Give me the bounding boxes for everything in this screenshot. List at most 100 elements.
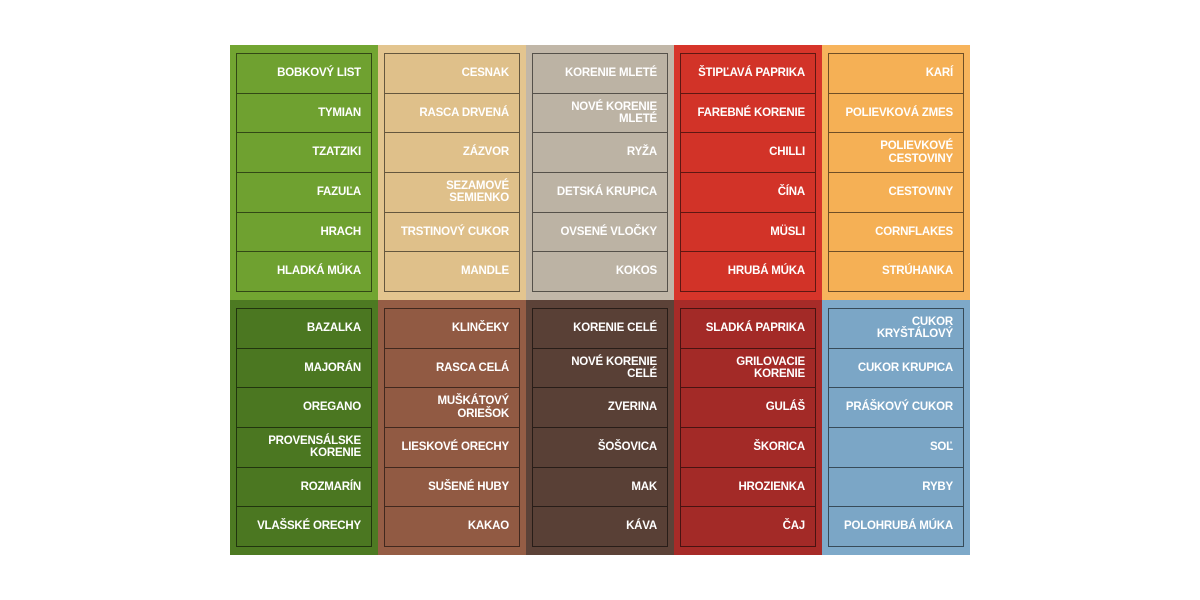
spice-label: HRACH: [236, 211, 372, 252]
spice-label-sheet: BOBKOVÝ LIST TYMIAN TZATZIKI FAZUĽA HRACH HLA…: [230, 45, 970, 555]
spice-label-text: BOBKOVÝ LIST: [277, 67, 361, 80]
spice-label-text: NOVÉ KORENIE MLETÉ: [571, 100, 657, 126]
spice-label: OREGANO: [236, 387, 372, 428]
spice-label-text: ZVERINA: [607, 401, 657, 414]
spice-label: KAKAO: [384, 506, 520, 548]
spice-label: KOKOS: [532, 251, 668, 293]
spice-label-text: ŠKORICA: [753, 441, 805, 454]
spice-label-text: OVSENÉ VLOČKY: [560, 225, 658, 238]
spice-label: POLIEVKOVÉ CESTOVINY: [828, 132, 964, 173]
spice-label-text: CESTOVINY: [888, 186, 954, 199]
spice-label-text: SEZAMOVÉ SEMIENKO: [446, 179, 509, 205]
spice-label: BOBKOVÝ LIST: [236, 53, 372, 93]
spice-label: MANDLE: [384, 251, 520, 293]
spice-label: RASCA CELÁ: [384, 347, 520, 388]
spice-label: HLADKÁ MÚKA: [236, 251, 372, 293]
spice-label-text: KOKOS: [615, 265, 657, 278]
color-block: ŠTIPĽAVÁ PAPRIKA FAREBNÉ KORENIE CHILLI ČÍN…: [674, 45, 822, 300]
spice-label-text: ČÍNA: [777, 186, 806, 199]
spice-label: NOVÉ KORENIE MLETÉ: [532, 92, 668, 133]
color-block: KLINČEKY RASCA CELÁ MUŠKÁTOVÝ ORIEŠOK LIESK…: [378, 300, 526, 555]
spice-label-text: KORENIE MLETÉ: [565, 67, 657, 80]
spice-label: CHILLI: [680, 132, 816, 173]
spice-label: SOĽ: [828, 427, 964, 467]
spice-label-text: KLINČEKY: [451, 322, 509, 335]
spice-label-text: PRÁŠKOVÝ CUKOR: [845, 401, 953, 414]
color-block: KORENIE CELÉ NOVÉ KORENIE CELÉ ZVERINA ŠOŠO…: [526, 300, 674, 555]
spice-label-text: HRACH: [320, 225, 361, 238]
spice-label: RYŽA: [532, 132, 668, 173]
color-block: CESNAK RASCA DRVENÁ ZÁZVOR SEZAMOVÉ SEMIENK…: [378, 45, 526, 300]
spice-label: SUŠENÉ HUBY: [384, 466, 520, 507]
spice-label: POLOHRUBÁ MÚKA: [828, 506, 964, 548]
spice-label-text: MAK: [631, 480, 657, 493]
spice-label: SEZAMOVÉ SEMIENKO: [384, 172, 520, 212]
spice-label: KORENIE CELÉ: [532, 308, 668, 348]
spice-label-text: MUŠKÁTOVÝ ORIEŠOK: [437, 395, 510, 420]
spice-label: ŠOŠOVICA: [532, 427, 668, 467]
spice-label-text: OREGANO: [302, 401, 361, 414]
spice-label-text: HLADKÁ MÚKA: [276, 265, 361, 278]
spice-label-text: ŠTIPĽAVÁ PAPRIKA: [698, 67, 805, 80]
spice-label-text: ŠOŠOVICA: [597, 441, 657, 454]
spice-label-text: KARÍ: [925, 67, 954, 80]
spice-label-text: HROZIENKA: [738, 480, 805, 493]
spice-label: MÜSLI: [680, 211, 816, 252]
color-block: SLADKÁ PAPRIKA GRILOVACIE KORENIE GULÁŠ ŠKO…: [674, 300, 822, 555]
spice-label-text: RASCA DRVENÁ: [419, 106, 509, 119]
spice-label-text: CUKOR KRUPICA: [857, 361, 953, 374]
spice-label-text: ROZMARÍN: [300, 480, 362, 493]
spice-label: KARÍ: [828, 53, 964, 93]
spice-label-text: RYŽA: [626, 146, 657, 159]
spice-label: CUKOR KRUPICA: [828, 347, 964, 388]
spice-label: HRUBÁ MÚKA: [680, 251, 816, 293]
color-block: KORENIE MLETÉ NOVÉ KORENIE MLETÉ RYŽA DETSK…: [526, 45, 674, 300]
spice-label-text: GRILOVACIE KORENIE: [736, 355, 805, 381]
spice-label: DETSKÁ KRUPICA: [532, 172, 668, 212]
color-block: BAZALKA MAJORÁN OREGANO PROVENSÁLSKE KORENI…: [230, 300, 378, 555]
spice-label: PRÁŠKOVÝ CUKOR: [828, 387, 964, 428]
spice-label: ZVERINA: [532, 387, 668, 428]
spice-label-text: KORENIE CELÉ: [573, 322, 657, 335]
spice-label-text: POLIEVKOVÉ CESTOVINY: [880, 140, 953, 165]
spice-label-text: CUKOR KRYŠTÁLOVÝ: [876, 315, 953, 341]
spice-label: PROVENSÁLSKE KORENIE: [236, 427, 372, 467]
spice-label-text: BAZALKA: [306, 322, 361, 335]
spice-label-text: TZATZIKI: [312, 146, 361, 159]
spice-label-text: VLAŠSKÉ ORECHY: [257, 520, 361, 533]
spice-label: RASCA DRVENÁ: [384, 92, 520, 133]
color-block: BOBKOVÝ LIST TYMIAN TZATZIKI FAZUĽA HRACH HLA…: [230, 45, 378, 300]
spice-label: OVSENÉ VLOČKY: [532, 211, 668, 252]
spice-label-text: KÁVA: [626, 520, 657, 533]
spice-label: POLIEVKOVÁ ZMES: [828, 92, 964, 133]
spice-label: ŠTIPĽAVÁ PAPRIKA: [680, 53, 816, 93]
spice-label: CUKOR KRYŠTÁLOVÝ: [828, 308, 964, 348]
spice-label: VLAŠSKÉ ORECHY: [236, 506, 372, 548]
spice-label-text: TRSTINOVÝ CUKOR: [400, 225, 509, 238]
color-block: CUKOR KRYŠTÁLOVÝ CUKOR KRUPICA PRÁŠKOVÝ CU…: [822, 300, 970, 555]
spice-label-text: TYMIAN: [318, 106, 361, 119]
spice-label-text: POLOHRUBÁ MÚKA: [844, 520, 953, 533]
spice-label-text: MÜSLI: [770, 225, 805, 238]
spice-label: CESTOVINY: [828, 172, 964, 212]
spice-label-text: FAZUĽA: [316, 186, 361, 199]
label-row: BAZALKA MAJORÁN OREGANO PROVENSÁLSKE KORENI…: [230, 300, 970, 555]
spice-label: MUŠKÁTOVÝ ORIEŠOK: [384, 387, 520, 428]
spice-label: KORENIE MLETÉ: [532, 53, 668, 93]
spice-label-text: SLADKÁ PAPRIKA: [705, 322, 805, 335]
spice-label: CESNAK: [384, 53, 520, 93]
spice-label-text: MANDLE: [461, 265, 509, 278]
spice-label: LIESKOVÉ ORECHY: [384, 427, 520, 467]
spice-label-text: PROVENSÁLSKE KORENIE: [268, 434, 361, 460]
color-block: KARÍ POLIEVKOVÁ ZMES POLIEVKOVÉ CESTOVINY C…: [822, 45, 970, 300]
spice-label-text: ČAJ: [782, 520, 806, 533]
spice-label: MAK: [532, 466, 668, 507]
spice-label: FAREBNÉ KORENIE: [680, 92, 816, 133]
spice-label-text: RYBY: [922, 480, 953, 493]
spice-label-text: KAKAO: [467, 520, 509, 533]
spice-label-text: CESNAK: [461, 67, 510, 80]
spice-label-text: LIESKOVÉ ORECHY: [401, 441, 509, 454]
spice-label: KÁVA: [532, 506, 668, 548]
spice-label-text: SUŠENÉ HUBY: [428, 480, 509, 493]
spice-label: TZATZIKI: [236, 132, 372, 173]
